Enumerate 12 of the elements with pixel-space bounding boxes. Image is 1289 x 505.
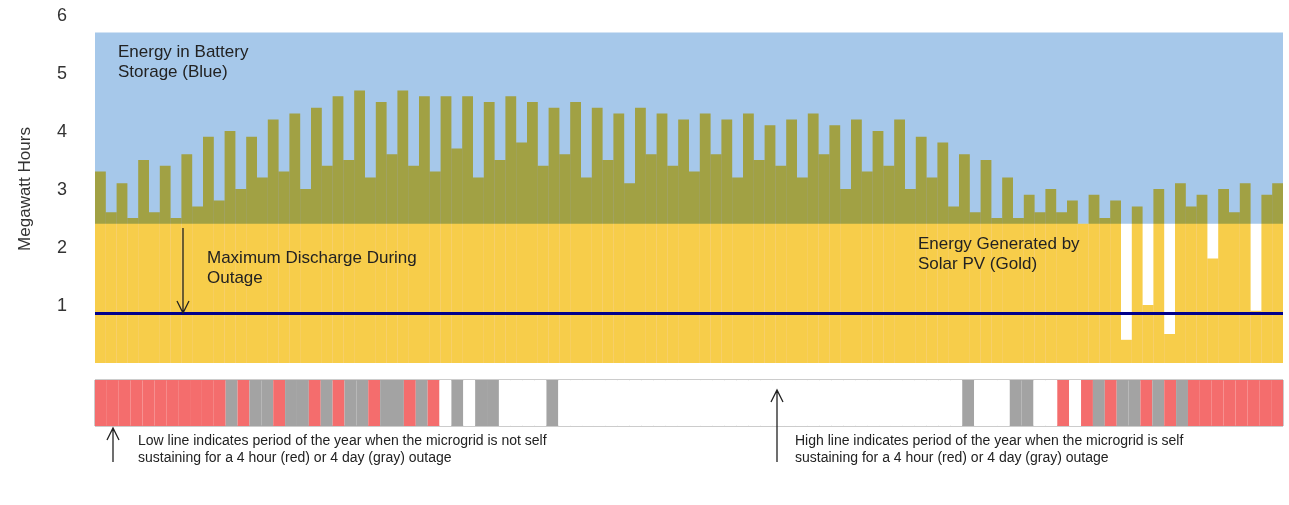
annotation: Energy Generated by Solar PV (Gold) <box>918 234 1081 275</box>
text: Low line indicates period of the year when the microgrid is not self sustaining for a 4 hour (red) or 4 day (gray) outage <box>138 432 548 466</box>
text: High line indicates period of the year when the microgrid is self sustaining for a 4 hour (red) or 4 day (gray) outage <box>795 432 1185 466</box>
ref-line-label: Maximum Discharge During Outage <box>207 248 418 289</box>
y-tick-label: 6 <box>56 5 67 25</box>
y-tick-label: 4 <box>56 121 67 141</box>
y-tick-label: 1 <box>56 295 67 315</box>
y-tick-label: 5 <box>56 63 67 83</box>
y-tick-label: 3 <box>56 179 67 199</box>
annotation: Energy in Battery Storage (Blue) <box>118 42 250 83</box>
y-tick-label: 2 <box>56 237 67 257</box>
y-axis-title: Megawatt Hours <box>15 127 34 251</box>
